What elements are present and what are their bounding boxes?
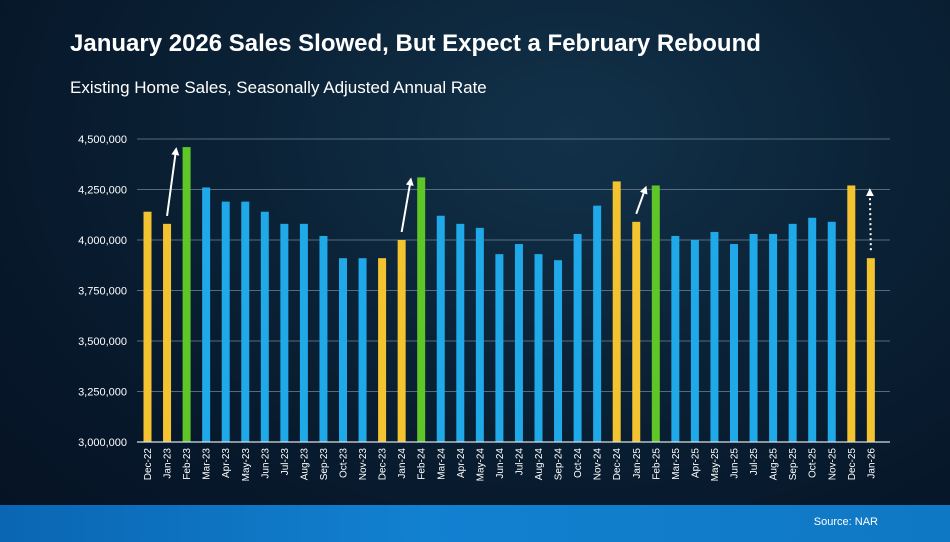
bar xyxy=(651,185,660,442)
x-tick-label: Jun-24 xyxy=(495,448,506,479)
bar xyxy=(182,147,191,442)
bar xyxy=(534,254,543,442)
x-tick-label: Apr-23 xyxy=(221,448,232,478)
x-tick-label: May-24 xyxy=(475,448,486,482)
expected-rebound-arrow xyxy=(865,188,874,251)
x-tick-label: Oct-23 xyxy=(339,448,350,478)
grid-lines xyxy=(137,138,890,392)
rebound-arrow xyxy=(635,185,648,215)
bar xyxy=(378,258,387,442)
bar xyxy=(202,187,211,442)
bar xyxy=(827,221,836,442)
x-tick-label: Mar-25 xyxy=(671,448,682,480)
x-tick-label: Nov-23 xyxy=(358,448,369,481)
bar xyxy=(241,201,250,442)
bar xyxy=(417,177,426,442)
bar xyxy=(730,244,738,442)
bar xyxy=(573,233,582,442)
bar xyxy=(163,223,172,442)
rebound-arrow xyxy=(166,147,180,216)
rebound-arrow xyxy=(400,177,414,233)
bar xyxy=(475,227,484,442)
chart-subtitle: Existing Home Sales, Seasonally Adjusted… xyxy=(70,78,487,97)
y-tick-label: 4,000,000 xyxy=(78,235,127,247)
bar xyxy=(456,223,465,442)
bar xyxy=(554,260,563,442)
source-label: Source: NAR xyxy=(813,516,878,528)
bar xyxy=(710,231,719,442)
bar xyxy=(280,223,289,442)
x-tick-label: Feb-23 xyxy=(182,448,193,480)
x-tick-label: May-23 xyxy=(241,448,252,482)
bar-chart: 3,000,000 3,250,000 3,500,000 3,750,000 4,00… xyxy=(78,134,890,482)
x-tick-label: Jun-23 xyxy=(260,448,271,479)
x-tick-label: Feb-24 xyxy=(417,448,428,480)
bar xyxy=(514,244,523,442)
bar xyxy=(769,233,778,442)
x-tick-label: Mar-23 xyxy=(202,448,213,480)
x-tick-label: Aug-23 xyxy=(299,448,310,481)
bar xyxy=(847,185,856,442)
bar xyxy=(143,211,152,442)
y-axis-tick-labels: 3,000,000 3,250,000 3,500,000 3,750,000 4,00… xyxy=(78,134,127,449)
x-tick-label: Mar-24 xyxy=(436,448,447,480)
x-tick-label: Feb-25 xyxy=(651,448,662,480)
bar xyxy=(808,217,817,442)
x-tick-label: Apr-25 xyxy=(690,448,701,478)
bar xyxy=(632,221,641,442)
x-axis-tick-labels: Dec-22 Jan-23 Feb-23 Mar-23 Apr-23 May-23 Jun-… xyxy=(143,448,877,482)
y-tick-label: 3,500,000 xyxy=(78,336,127,348)
x-tick-label: Jun-25 xyxy=(730,448,741,479)
x-tick-label: Apr-24 xyxy=(456,448,467,478)
x-tick-label: Jul-24 xyxy=(514,448,525,476)
bar xyxy=(671,235,680,442)
x-tick-label: Sep-25 xyxy=(788,448,799,481)
x-tick-label: Jan-25 xyxy=(632,448,643,479)
annotation-arrows xyxy=(166,147,874,251)
x-tick-label: Sep-24 xyxy=(554,448,565,481)
bar xyxy=(339,258,347,442)
x-tick-label: Nov-24 xyxy=(593,448,604,481)
x-tick-label: Oct-24 xyxy=(573,448,584,478)
x-tick-label: Jul-25 xyxy=(749,448,760,476)
bar xyxy=(221,201,230,442)
bar xyxy=(436,215,445,442)
bars xyxy=(143,147,875,443)
y-tick-label: 4,250,000 xyxy=(78,185,127,197)
footer-bar: Source: NAR xyxy=(0,505,950,542)
bar xyxy=(299,223,308,442)
bar xyxy=(690,240,699,442)
x-tick-label: Jul-23 xyxy=(280,448,291,476)
chart-title: January 2026 Sales Slowed, But Expect a … xyxy=(70,30,761,57)
bar xyxy=(788,223,797,442)
bar xyxy=(397,240,406,442)
y-tick-label: 3,750,000 xyxy=(78,286,127,298)
x-tick-label: May-25 xyxy=(710,448,721,482)
y-tick-label: 3,000,000 xyxy=(78,437,127,449)
x-tick-label: Sep-23 xyxy=(319,448,330,481)
x-tick-label: Dec-25 xyxy=(847,448,858,481)
bar xyxy=(260,211,269,442)
y-tick-label: 3,250,000 xyxy=(78,387,127,399)
bar xyxy=(593,205,602,442)
x-tick-label: Nov-25 xyxy=(827,448,838,481)
bar xyxy=(749,233,758,442)
x-tick-label: Jan-23 xyxy=(163,448,174,479)
x-tick-label: Oct-25 xyxy=(808,448,819,478)
bar xyxy=(358,258,367,442)
bar xyxy=(319,235,328,442)
x-tick-label: Jan-24 xyxy=(397,448,408,479)
x-tick-label: Dec-23 xyxy=(378,448,389,481)
x-tick-label: Aug-25 xyxy=(769,448,780,481)
bar xyxy=(866,258,875,442)
x-tick-label: Aug-24 xyxy=(534,448,545,481)
x-tick-label: Dec-22 xyxy=(143,448,154,481)
x-tick-label: Dec-24 xyxy=(612,448,623,481)
y-tick-label: 4,500,000 xyxy=(78,134,127,146)
x-tick-label: Jan-26 xyxy=(866,448,877,479)
bar xyxy=(612,181,621,443)
bar xyxy=(495,254,504,442)
